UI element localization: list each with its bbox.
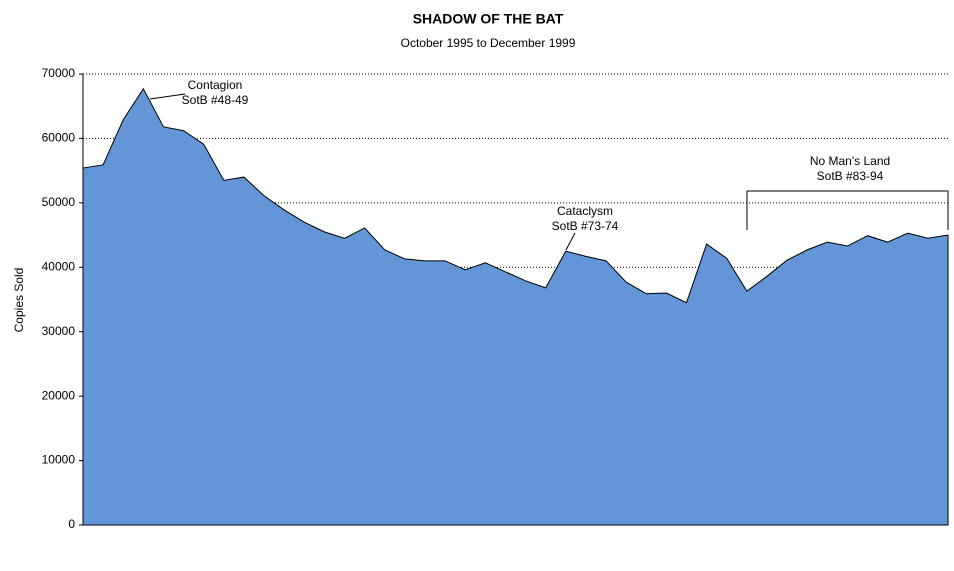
annotation-label: Contagion [188,78,243,92]
y-tick-label: 50000 [42,195,76,209]
y-tick-label: 20000 [42,388,76,402]
annotation-detail: SotB #48-49 [182,93,249,107]
chart-title: SHADOW OF THE BAT [413,11,564,27]
y-tick-label: 30000 [42,324,76,338]
chart-subtitle: October 1995 to December 1999 [401,36,576,50]
y-tick-label: 60000 [42,131,76,145]
annotation-pointer [565,232,576,251]
y-axis-label: Copies Sold [12,268,26,333]
annotation-label: Cataclysm [557,204,613,218]
y-tick-label: 0 [68,517,75,531]
y-tick-label: 70000 [42,66,76,80]
y-tick-label: 40000 [42,259,76,273]
annotation-label: No Man's Land [810,154,890,168]
y-tick-label: 10000 [42,453,76,467]
annotation-detail: SotB #83-94 [817,169,884,183]
annotation-pointer [149,93,186,100]
annotation-bracket [746,190,949,230]
annotation-detail: SotB #73-74 [552,219,619,233]
area [82,87,949,526]
